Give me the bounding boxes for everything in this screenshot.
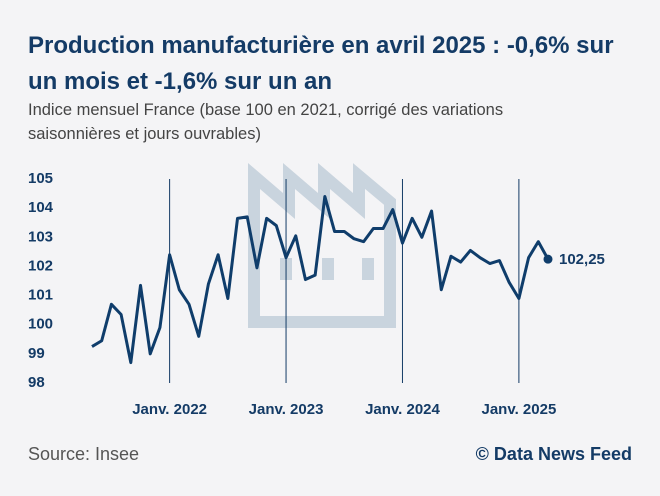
value-label: 102,25 [559,251,605,268]
source: Source: Insee [28,444,140,464]
y-tick-label: 100 [28,316,53,333]
end-point [543,254,553,264]
y-tick-label: 104 [28,199,54,216]
y-tick-label: 99 [28,345,45,362]
x-tick-label: Janv. 2024 [365,401,440,418]
chart-subtitle: Indice mensuel France (base 100 en 2021,… [28,101,504,143]
y-tick-label: 103 [28,228,53,245]
credit: © Data News Feed [475,444,632,464]
chart-title: Production manufacturière en avril 2025 … [28,32,614,95]
x-tick-label: Janv. 2023 [249,401,324,418]
y-tick-label: 98 [28,374,45,391]
x-tick-label: Janv. 2025 [482,401,557,418]
x-tick-label: Janv. 2022 [132,401,207,418]
data-line [91,194,550,365]
y-tick-label: 102 [28,257,53,274]
factory-icon [248,162,396,328]
y-tick-label: 105 [28,170,53,187]
y-tick-label: 101 [28,287,53,304]
